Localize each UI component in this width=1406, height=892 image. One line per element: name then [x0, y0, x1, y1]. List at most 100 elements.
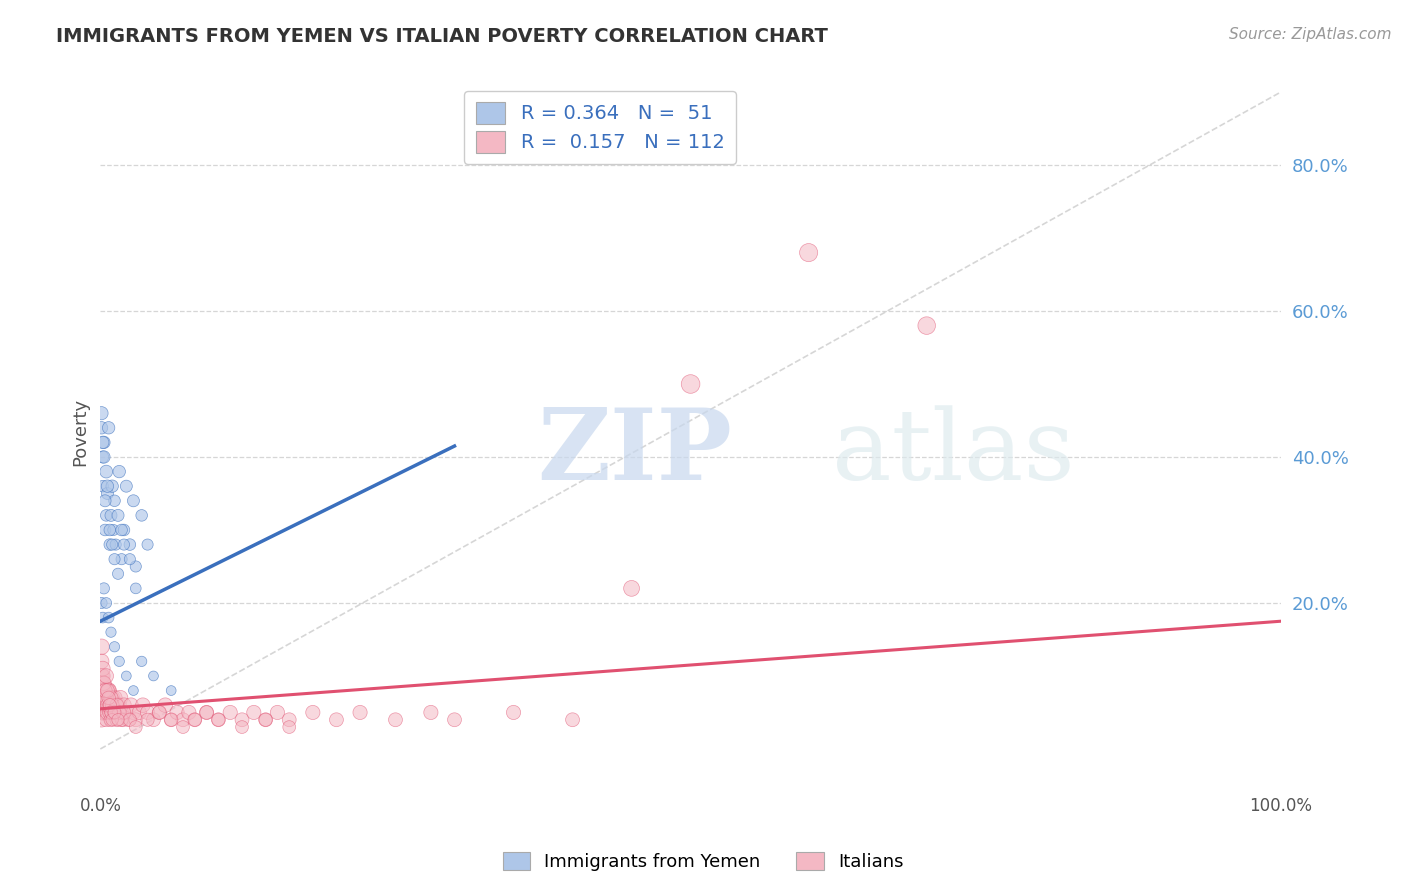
Point — [131, 654, 153, 668]
Point — [98, 538, 121, 552]
Point — [93, 450, 115, 464]
Point — [231, 713, 253, 727]
Point — [93, 683, 115, 698]
Point — [112, 523, 135, 537]
Point — [166, 706, 188, 720]
Point — [101, 690, 124, 705]
Point — [136, 538, 159, 552]
Point — [98, 698, 121, 713]
Point — [96, 690, 118, 705]
Point — [98, 706, 121, 720]
Point — [254, 713, 277, 727]
Point — [101, 713, 124, 727]
Point — [108, 465, 131, 479]
Point — [100, 698, 122, 713]
Point — [94, 683, 117, 698]
Point — [96, 486, 118, 500]
Y-axis label: Poverty: Poverty — [72, 397, 89, 466]
Point — [112, 698, 135, 713]
Point — [172, 720, 194, 734]
Point — [90, 596, 112, 610]
Point — [115, 706, 138, 720]
Point — [219, 706, 242, 720]
Point — [90, 654, 112, 668]
Point — [96, 713, 118, 727]
Text: IMMIGRANTS FROM YEMEN VS ITALIAN POVERTY CORRELATION CHART: IMMIGRANTS FROM YEMEN VS ITALIAN POVERTY… — [56, 27, 828, 45]
Point — [915, 318, 938, 333]
Point — [91, 690, 114, 705]
Point — [115, 479, 138, 493]
Point — [231, 720, 253, 734]
Point — [125, 720, 148, 734]
Point — [94, 683, 117, 698]
Point — [195, 706, 218, 720]
Point — [108, 698, 131, 713]
Point — [93, 690, 115, 705]
Point — [128, 706, 150, 720]
Point — [90, 406, 112, 420]
Point — [91, 683, 114, 698]
Point — [97, 683, 120, 698]
Point — [97, 421, 120, 435]
Point — [302, 706, 325, 720]
Point — [132, 698, 155, 713]
Point — [100, 690, 122, 705]
Legend: R = 0.364   N =  51, R =  0.157   N = 112: R = 0.364 N = 51, R = 0.157 N = 112 — [464, 91, 737, 164]
Point — [142, 669, 165, 683]
Point — [100, 625, 122, 640]
Point — [118, 713, 141, 727]
Point — [502, 706, 524, 720]
Point — [419, 706, 441, 720]
Point — [797, 245, 820, 260]
Point — [96, 479, 118, 493]
Point — [195, 706, 218, 720]
Point — [96, 706, 118, 720]
Point — [90, 683, 112, 698]
Point — [243, 706, 266, 720]
Point — [97, 610, 120, 624]
Point — [112, 706, 135, 720]
Point — [96, 508, 118, 523]
Point — [107, 713, 129, 727]
Point — [90, 421, 112, 435]
Point — [122, 706, 145, 720]
Point — [98, 690, 121, 705]
Point — [94, 690, 117, 705]
Point — [105, 698, 128, 713]
Point — [91, 669, 114, 683]
Point — [110, 523, 132, 537]
Point — [96, 690, 118, 705]
Point — [91, 435, 114, 450]
Point — [93, 698, 115, 713]
Point — [101, 706, 124, 720]
Point — [103, 706, 125, 720]
Point — [94, 493, 117, 508]
Point — [96, 698, 118, 713]
Point — [111, 713, 134, 727]
Point — [93, 676, 115, 690]
Point — [443, 713, 465, 727]
Point — [96, 698, 118, 713]
Point — [254, 713, 277, 727]
Point — [90, 713, 112, 727]
Point — [107, 508, 129, 523]
Point — [91, 676, 114, 690]
Point — [118, 552, 141, 566]
Point — [107, 706, 129, 720]
Point — [325, 713, 347, 727]
Legend: Immigrants from Yemen, Italians: Immigrants from Yemen, Italians — [495, 846, 911, 879]
Point — [278, 713, 301, 727]
Point — [110, 706, 132, 720]
Point — [97, 690, 120, 705]
Point — [91, 450, 114, 464]
Point — [98, 523, 121, 537]
Point — [679, 376, 702, 391]
Point — [103, 706, 125, 720]
Text: atlas: atlas — [832, 405, 1076, 500]
Point — [91, 610, 114, 624]
Point — [104, 538, 127, 552]
Point — [103, 640, 125, 654]
Point — [96, 596, 118, 610]
Point — [90, 640, 112, 654]
Point — [110, 552, 132, 566]
